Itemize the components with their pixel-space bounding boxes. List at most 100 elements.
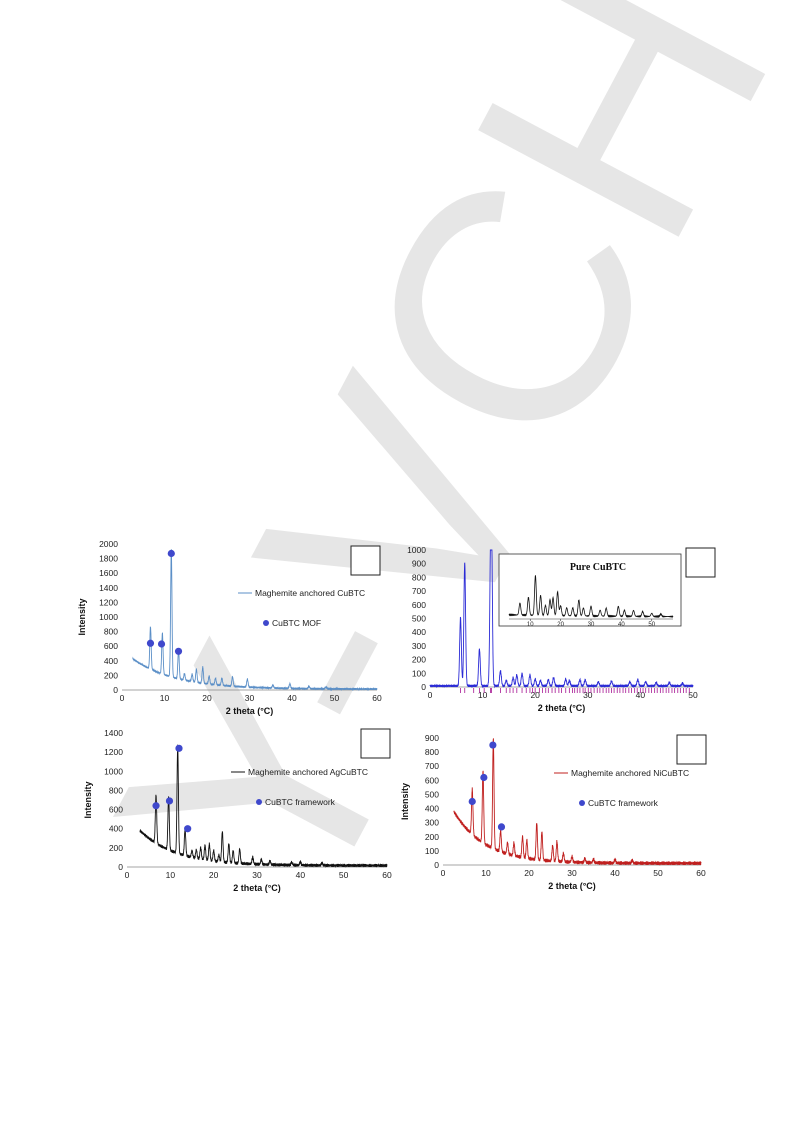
inset-title: Pure CuBTC	[570, 562, 626, 573]
y-tick-label: 300	[425, 818, 439, 828]
chart-a-svg: 0 200 400 600 800 1000 1200 1400 1600 1800 2000 0 10…	[77, 539, 382, 716]
x-tick-label: 40	[296, 870, 306, 880]
y-tick-label: 800	[425, 747, 439, 757]
legend-label: Maghemite anchored CuBTC	[255, 588, 365, 598]
cubtc-marker	[468, 797, 476, 806]
cubtc-marker	[175, 744, 183, 752]
y-tick-label: 1000	[407, 545, 426, 555]
y-tick-label: 800	[109, 785, 123, 795]
x-tick-label: 40	[610, 868, 620, 878]
y-tick-label: 1200	[104, 747, 123, 757]
chart-panel-d: 0 100 200 300 400 500 600 700 800 900 0 10 20 30 40 50 6…	[398, 726, 718, 906]
y-tick-label: 1000	[104, 766, 123, 776]
cubtc-marker	[167, 549, 175, 558]
x-tick-label: 30	[567, 868, 577, 878]
panel-label-box	[350, 545, 381, 576]
x-tick-label: 10	[160, 693, 170, 703]
x-tick-label: 20	[209, 870, 219, 880]
x-axis-title: 2 theta (°C)	[548, 881, 596, 891]
y-tick-label: 0	[421, 682, 426, 692]
x-tick-label: 10	[478, 690, 488, 700]
y-tick-label: 100	[412, 668, 426, 678]
series-line	[429, 549, 694, 689]
y-tick-label: 1200	[99, 597, 118, 607]
chart-b-svg: 0 100 200 300 400 500 600 700 800 900 1000 0 10 20 30 4…	[407, 545, 716, 713]
cubtc-marker	[152, 802, 160, 810]
y-tick-label: 200	[104, 670, 118, 680]
y-tick-label: 800	[412, 572, 426, 582]
y-tick-label: 900	[412, 559, 426, 569]
y-axis-title: Intensity	[83, 781, 93, 818]
legend-label: CuBTC framework	[265, 797, 336, 807]
cubtc-marker	[184, 825, 192, 833]
legend-label: Maghemite anchored NiCuBTC	[571, 768, 689, 778]
y-tick-label: 0	[118, 862, 123, 872]
series-line	[139, 744, 388, 868]
panel-label-box	[685, 547, 716, 578]
panel-label-box	[360, 728, 391, 759]
y-tick-label: 1800	[99, 554, 118, 564]
x-tick-label: 0	[125, 870, 130, 880]
y-tick-label: 1400	[104, 728, 123, 738]
y-tick-label: 700	[412, 586, 426, 596]
x-tick-label: 20	[530, 690, 540, 700]
x-tick-label: 10	[481, 868, 491, 878]
chart-c-svg: 0 200 400 600 800 1000 1200 1400 0 10 20 30 40 50 60 2 …	[83, 728, 392, 893]
inset-x-tick-label: 40	[618, 622, 625, 628]
y-tick-label: 0	[434, 860, 439, 870]
x-tick-label: 40	[636, 690, 646, 700]
y-tick-label: 600	[425, 775, 439, 785]
chart-panel-c: 0 200 400 600 800 1000 1200 1400 0 10 20 30 40 50 60 2 …	[80, 722, 400, 907]
cubtc-marker	[480, 773, 488, 782]
y-tick-label: 400	[104, 656, 118, 666]
y-tick-label: 600	[412, 600, 426, 610]
y-tick-label: 500	[412, 614, 426, 624]
y-tick-label: 500	[425, 789, 439, 799]
y-tick-label: 2000	[99, 539, 118, 549]
y-tick-label: 1400	[99, 583, 118, 593]
cubtc-marker	[165, 797, 174, 805]
x-tick-label: 60	[372, 693, 382, 703]
x-tick-label: 60	[382, 870, 392, 880]
y-tick-label: 700	[425, 761, 439, 771]
chart-d-svg: 0 100 200 300 400 500 600 700 800 900 0 10 20 30 40 50 6…	[400, 733, 707, 891]
y-tick-label: 400	[109, 824, 123, 834]
x-tick-label: 20	[524, 868, 534, 878]
legend-label: Maghemite anchored AgCuBTC	[248, 767, 368, 777]
y-tick-label: 600	[104, 641, 118, 651]
chart-panel-a: 0 200 400 600 800 1000 1200 1400 1600 1800 2000 0 10…	[75, 537, 395, 716]
cubtc-marker	[489, 741, 497, 749]
y-tick-label: 900	[425, 733, 439, 743]
legend-marker-swatch	[256, 799, 262, 805]
y-tick-label: 0	[113, 685, 118, 695]
inset-frame	[498, 553, 682, 627]
cubtc-marker	[157, 640, 166, 648]
y-tick-label: 600	[109, 805, 123, 815]
x-tick-label: 0	[441, 868, 446, 878]
chart-panel-b: 0 100 200 300 400 500 600 700 800 900 1000 0 10 20 30 4…	[395, 537, 725, 713]
y-tick-label: 1600	[99, 568, 118, 578]
y-axis-title: Intensity	[77, 598, 87, 635]
x-axis-title: 2 theta (°C)	[233, 883, 281, 893]
legend-marker-swatch	[579, 800, 585, 806]
x-tick-label: 20	[202, 693, 212, 703]
y-tick-label: 800	[104, 627, 118, 637]
series-line	[132, 549, 378, 692]
inset-series-line	[508, 575, 674, 618]
inset-x-tick-label: 50	[648, 622, 655, 628]
x-tick-label: 30	[583, 690, 593, 700]
inset-x-tick-label: 20	[557, 622, 564, 628]
y-tick-label: 400	[425, 804, 439, 814]
y-tick-label: 1000	[99, 612, 118, 622]
x-tick-label: 0	[120, 693, 125, 703]
x-tick-label: 30	[245, 693, 255, 703]
y-tick-label: 200	[425, 832, 439, 842]
y-tick-label: 100	[425, 846, 439, 856]
y-tick-label: 200	[412, 655, 426, 665]
inset-x-tick-label: 30	[588, 622, 595, 628]
legend-marker-swatch	[263, 620, 269, 626]
x-tick-label: 60	[696, 868, 706, 878]
y-axis-title: Intensity	[400, 783, 410, 820]
y-tick-label: 200	[109, 843, 123, 853]
x-tick-label: 0	[428, 690, 433, 700]
